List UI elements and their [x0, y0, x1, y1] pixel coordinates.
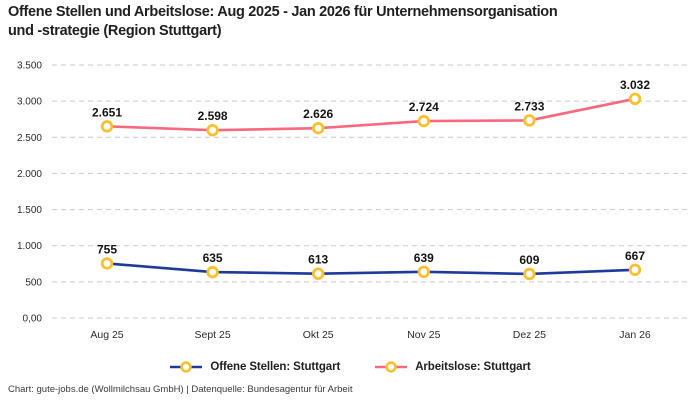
data-point-label: 2.626 — [303, 107, 333, 121]
data-point-marker[interactable] — [312, 267, 325, 280]
chart-title-line1: Offene Stellen und Arbeitslose: Aug 2025… — [8, 4, 558, 20]
legend-label-arbeitslose: Arbeitslose: Stuttgart — [415, 361, 531, 373]
x-axis-tick-label: Dez 25 — [513, 329, 546, 341]
data-point-marker[interactable] — [523, 114, 536, 127]
legend-label-offene-stellen: Offene Stellen: Stuttgart — [210, 361, 341, 373]
data-point-marker[interactable] — [417, 265, 431, 279]
y-axis-tick-label: 1.500 — [17, 205, 42, 216]
data-point-label: 635 — [203, 251, 223, 265]
y-axis-tick-label: 3.000 — [17, 97, 42, 108]
chart-canvas: 0,00 500 1.000 1.500 2.000 2.500 3.000 3.500 Aug… — [17, 61, 690, 341]
y-axis-tick-label: 2.000 — [17, 169, 42, 180]
data-point-marker[interactable] — [628, 263, 642, 276]
x-axis-tick-label: Aug 25 — [90, 329, 123, 341]
data-point-label: 639 — [414, 251, 434, 265]
data-point-marker[interactable] — [417, 114, 431, 128]
data-point-marker[interactable] — [100, 257, 114, 270]
data-point-label: 2.651 — [92, 105, 122, 119]
data-point-marker[interactable] — [523, 267, 536, 281]
legend-line-marker-icon — [170, 361, 203, 373]
y-axis-tick-label: 3.500 — [17, 61, 42, 72]
data-point-label: 755 — [97, 242, 117, 256]
data-point-marker[interactable] — [206, 124, 219, 137]
data-point-marker[interactable] — [312, 121, 325, 135]
chart-title: Offene Stellen und Arbeitslose: Aug 2025… — [8, 3, 684, 41]
legend-item-offene-stellen[interactable]: Offene Stellen: Stuttgart — [169, 360, 340, 374]
data-point-marker[interactable] — [100, 120, 114, 133]
y-axis-tick-label: 0,00 — [23, 314, 43, 325]
chart-attribution: Chart: gute-jobs.de (Wollmilchsau GmbH) … — [8, 384, 353, 395]
data-point-label: 613 — [308, 253, 328, 267]
data-point-marker[interactable] — [628, 92, 642, 106]
data-point-label: 2.733 — [514, 99, 544, 113]
legend-item-arbeitslose[interactable]: Arbeitslose: Stuttgart — [374, 360, 531, 374]
x-axis-tick-label: Nov 25 — [407, 329, 440, 341]
chart-title-line2: und -strategie (Region Stuttgart) — [8, 23, 222, 39]
data-point-label: 609 — [519, 253, 539, 267]
data-point-label: 2.724 — [409, 100, 439, 114]
series-line — [105, 262, 637, 276]
legend-line-marker-icon — [375, 361, 408, 373]
y-axis-tick-label: 500 — [25, 277, 42, 288]
data-point-label: 3.032 — [620, 78, 650, 92]
y-axis-tick-label: 1.000 — [17, 241, 42, 252]
data-point-marker[interactable] — [206, 265, 219, 279]
y-axis-tick-label: 2.500 — [17, 133, 42, 144]
data-point-label: 667 — [625, 249, 645, 263]
data-point-label: 2.598 — [198, 109, 228, 123]
x-axis-tick-label: Okt 25 — [303, 329, 334, 341]
x-axis-tick-label: Jan 26 — [619, 329, 651, 341]
x-axis-tick-label: Sept 25 — [194, 329, 230, 341]
series-line — [105, 97, 637, 132]
chart-legend: Offene Stellen: Stuttgart Arbeitslose: S… — [0, 360, 700, 374]
